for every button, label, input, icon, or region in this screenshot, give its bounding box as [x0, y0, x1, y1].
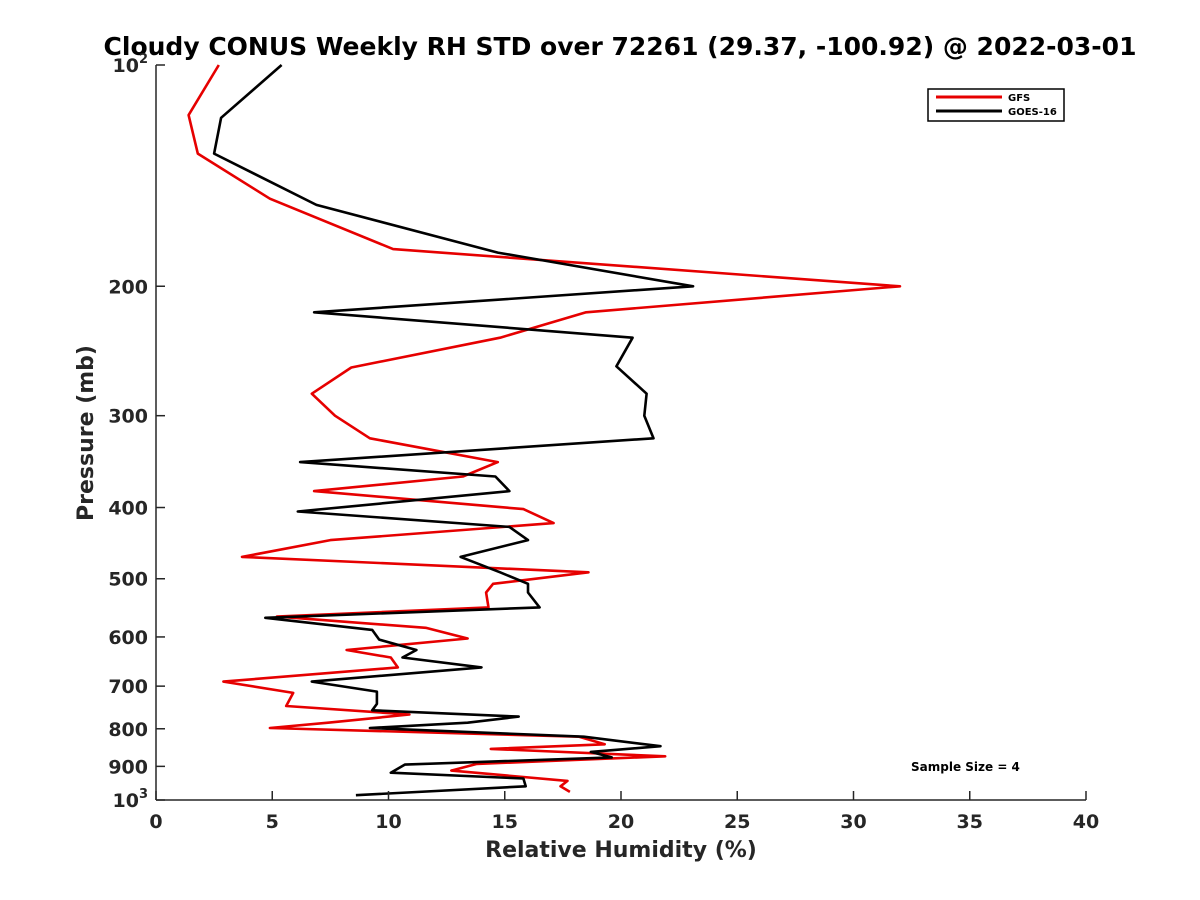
- x-ticks: 0 5 10 15 20 25 30 35 40: [149, 791, 1099, 833]
- x-tick-label: 30: [840, 811, 866, 833]
- y-tick-label: 600: [108, 627, 148, 649]
- legend: GFS GOES-16: [927, 88, 1065, 122]
- legend-box: [927, 88, 1065, 122]
- x-tick-label: 0: [149, 811, 162, 833]
- x-tick-label: 5: [266, 811, 279, 833]
- y-tick-label: 102: [113, 52, 149, 77]
- x-tick-label: 20: [608, 811, 634, 833]
- y-tick-label: 400: [108, 498, 148, 520]
- series-layer: [187, 64, 902, 797]
- y-tick-label: 200: [108, 276, 148, 298]
- y-tick-label: 300: [108, 406, 148, 428]
- chart-title: Cloudy CONUS Weekly RH STD over 72261 (2…: [104, 32, 1137, 61]
- y-tick-label: 800: [108, 719, 148, 741]
- series-line-goes16: [212, 64, 695, 797]
- x-tick-label: 35: [957, 811, 983, 833]
- x-tick-label: 15: [492, 811, 518, 833]
- y-tick-label: 700: [108, 676, 148, 698]
- series-line-gfs: [187, 64, 902, 794]
- y-axis-label: Pressure (mb): [74, 345, 99, 521]
- y-tick-label: 500: [108, 569, 148, 591]
- legend-label-gfs: GFS: [1008, 93, 1030, 104]
- legend-label-goes16: GOES-16: [1008, 107, 1057, 118]
- x-axis-label: Relative Humidity (%): [485, 838, 757, 863]
- x-tick-label: 10: [375, 811, 401, 833]
- sample-size-annotation: Sample Size = 4: [911, 760, 1020, 774]
- y-tick-label: 103: [113, 787, 149, 812]
- x-tick-label: 25: [724, 811, 750, 833]
- y-ticks: 102 200 300 400 500 600 700 800 900 103: [108, 52, 165, 812]
- y-tick-label: 900: [108, 756, 148, 778]
- x-tick-label: 40: [1073, 811, 1099, 833]
